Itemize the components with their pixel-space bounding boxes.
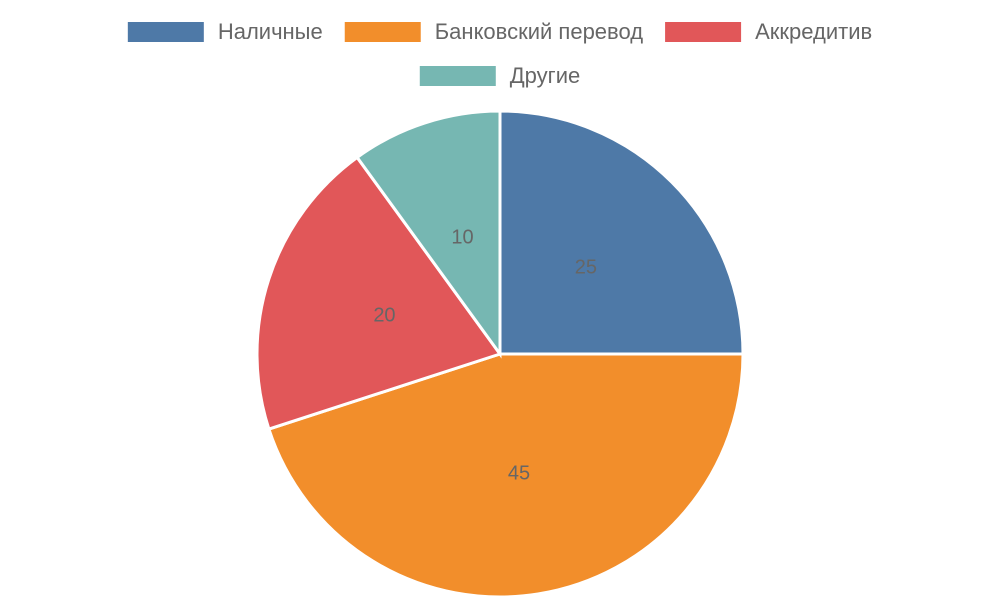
legend-item: Банковский перевод xyxy=(344,19,643,44)
legend-swatch xyxy=(344,22,421,42)
data-label: 20 xyxy=(373,305,395,327)
pie-slice xyxy=(355,109,502,359)
legend-item: Аккредитив xyxy=(665,19,872,44)
legend-item: Другие xyxy=(419,63,580,88)
legend-label: Аккредитив xyxy=(755,19,872,44)
legend-swatch xyxy=(127,22,204,42)
data-label: 10 xyxy=(451,227,473,249)
legend-label: Другие xyxy=(510,63,580,88)
legend-swatch xyxy=(665,22,742,42)
pie-slice xyxy=(498,109,745,356)
legend-label: Наличные xyxy=(218,19,323,44)
legend-item: Наличные xyxy=(127,19,323,44)
data-label: 25 xyxy=(575,256,597,278)
data-label: 45 xyxy=(508,462,530,484)
pie-slice xyxy=(255,155,503,431)
pie-slice xyxy=(267,352,745,599)
legend-swatch xyxy=(419,66,496,86)
legend-label: Банковский перевод xyxy=(435,19,643,44)
